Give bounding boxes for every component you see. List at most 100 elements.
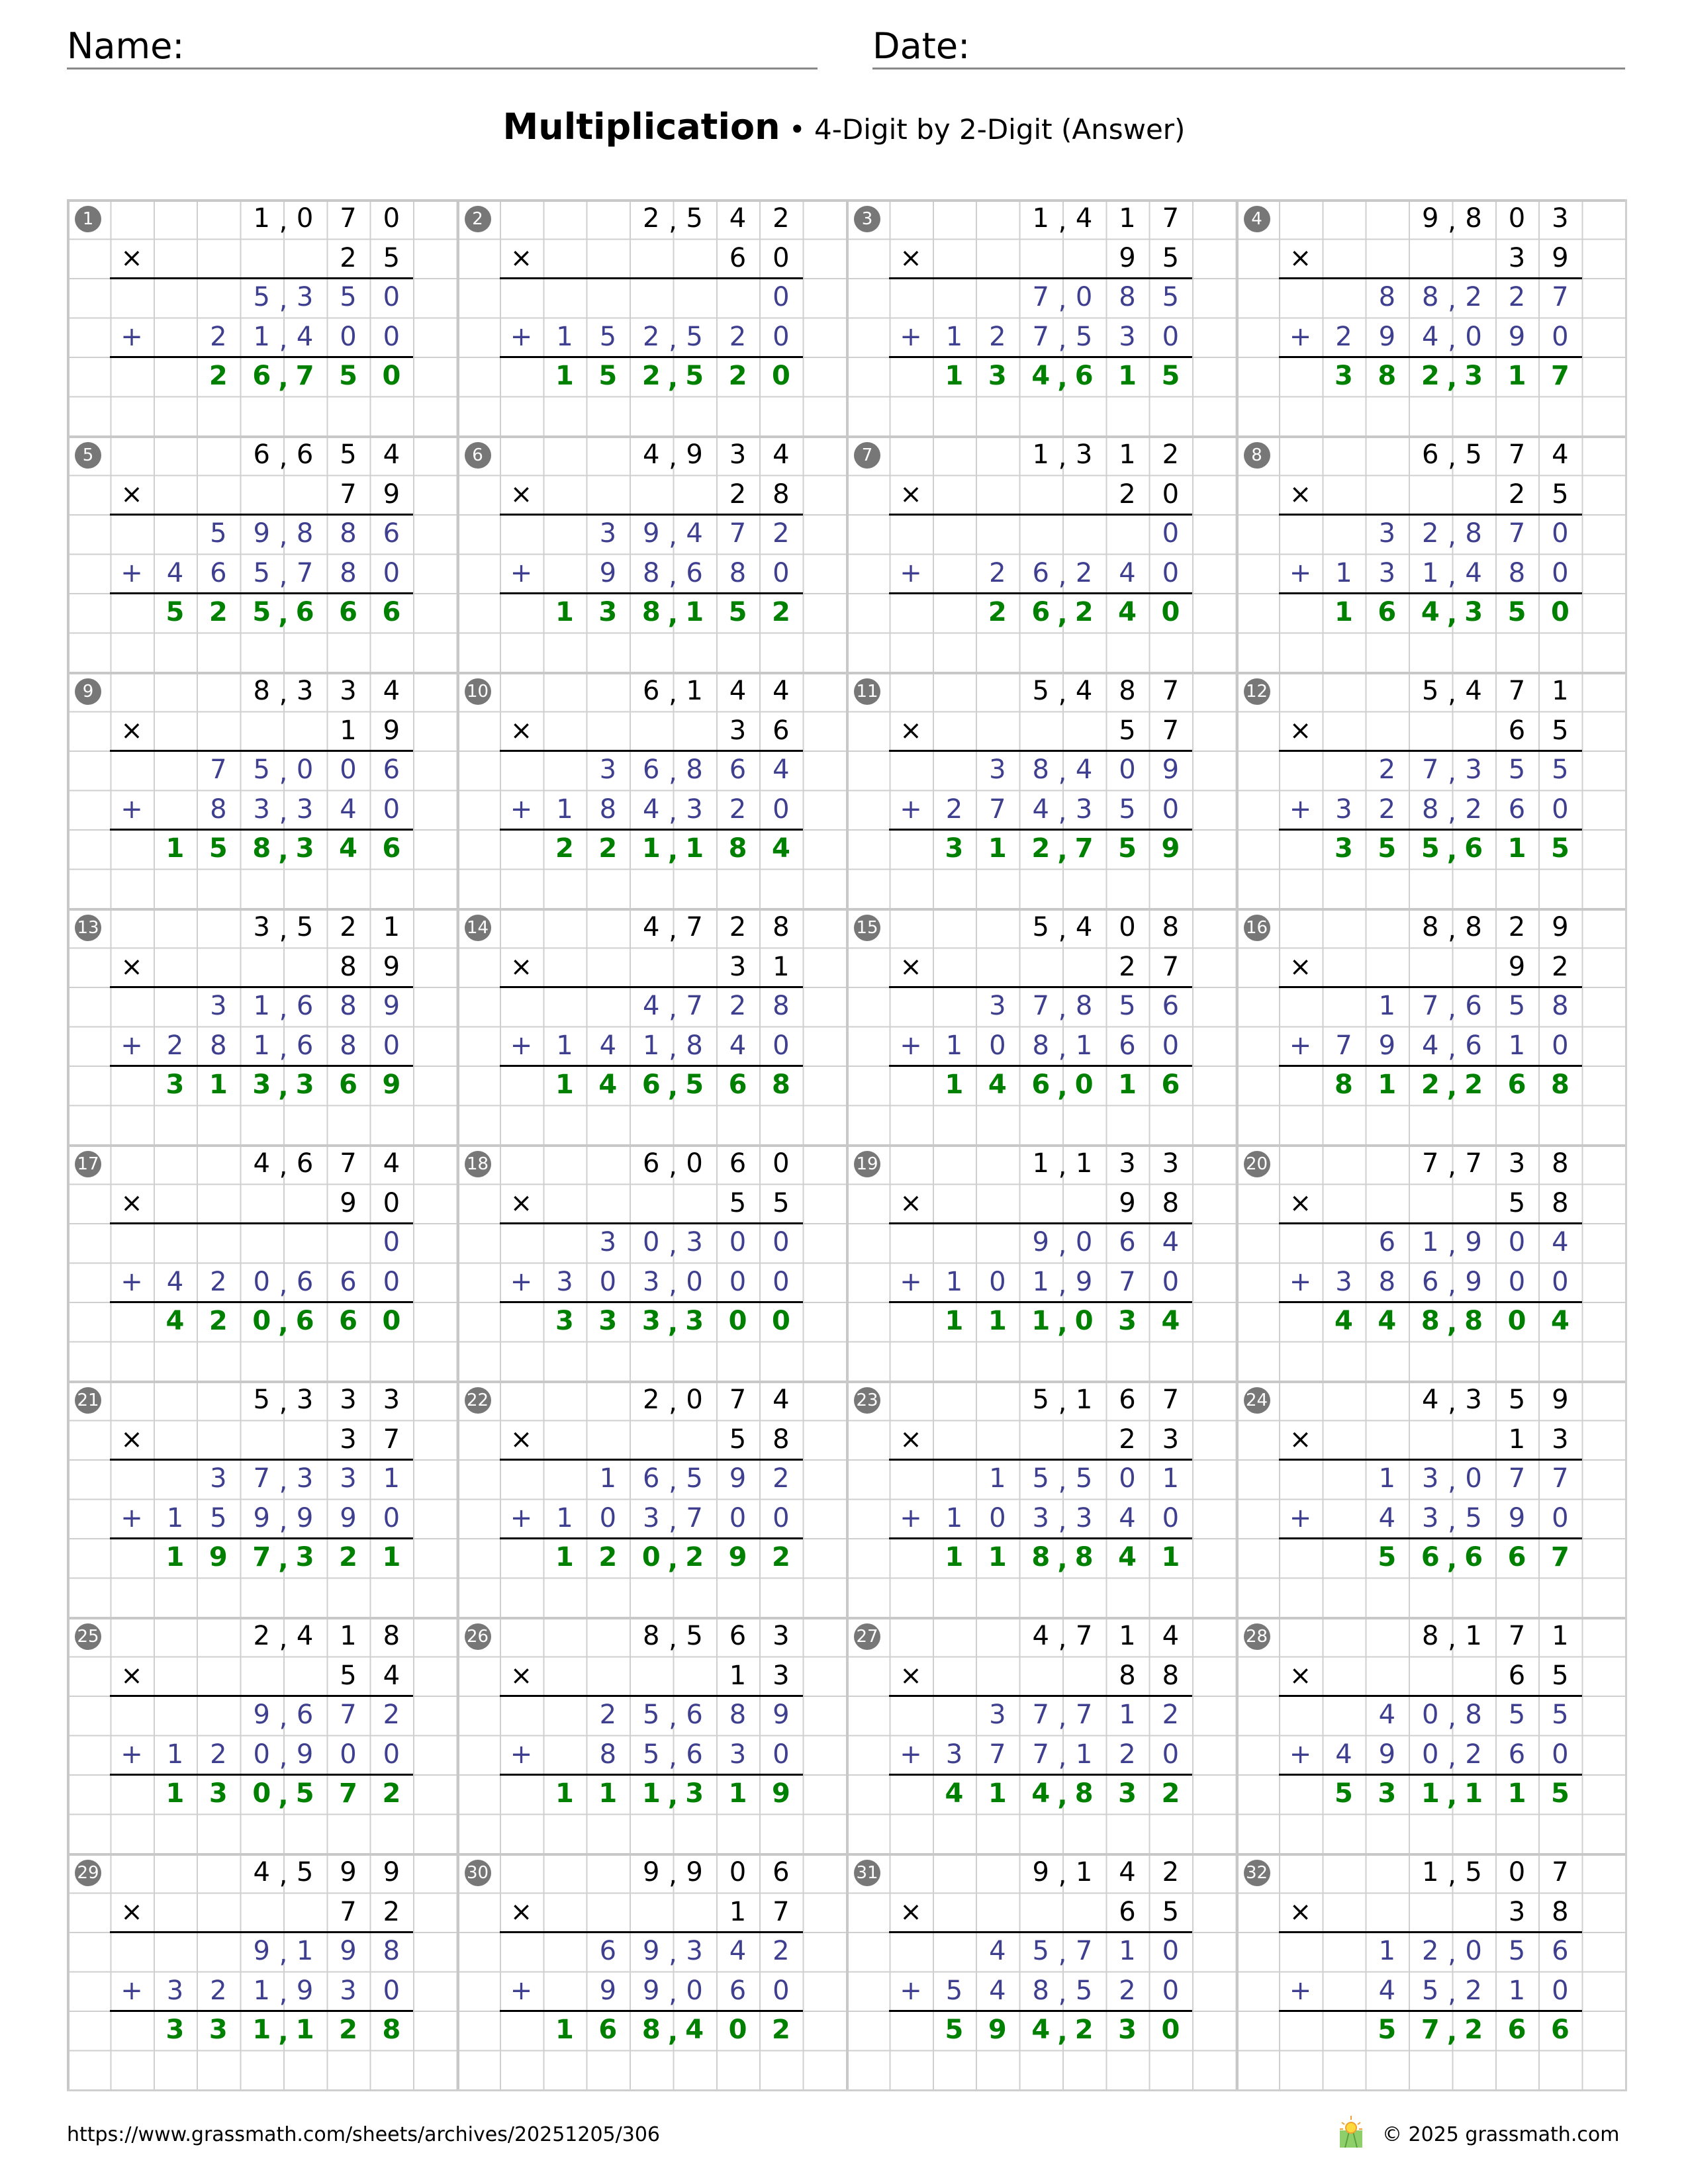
answer-comma: , — [1446, 2017, 1458, 2048]
answer-digit: 8 — [1464, 1306, 1483, 1336]
partial-product-2-digit: 2 — [1378, 794, 1396, 825]
answer-digit: 8 — [771, 1069, 790, 1100]
partial-product-2-digit: 9 — [1508, 1502, 1526, 1533]
sum-rule — [889, 1301, 1193, 1303]
partial-product-1-digit: 6 — [1162, 991, 1180, 1021]
plus-sign: + — [120, 321, 143, 352]
plus-sign: + — [1289, 1266, 1312, 1297]
times-sign: × — [900, 1896, 922, 1927]
plus-sign: + — [900, 557, 922, 588]
answer-digit: 4 — [1118, 1542, 1137, 1572]
multiplicand-digit: 5 — [1032, 1385, 1049, 1415]
partial-product-1-digit: 8 — [686, 754, 703, 785]
answer-digit: 1 — [555, 2015, 574, 2045]
partial-product-2-comma: , — [669, 1032, 677, 1064]
answer-digit: 6 — [382, 597, 401, 627]
answer-comma: , — [278, 1781, 289, 1811]
partial-product-2-digit: 0 — [1552, 1502, 1569, 1533]
answer-digit: 9 — [728, 1542, 747, 1572]
multiplicand-digit: 9 — [686, 1857, 703, 1888]
multiplicand-digit: 1 — [1119, 439, 1136, 470]
multiplier-digit: 2 — [1508, 478, 1526, 510]
multiplicand-digit: 4 — [1119, 1857, 1136, 1888]
answer-digit: 1 — [728, 1778, 747, 1809]
partial-product-1-digit: 8 — [1552, 991, 1569, 1021]
answer-digit: 8 — [641, 597, 661, 627]
answer-digit: 1 — [1421, 1778, 1440, 1809]
footer-url[interactable]: https://www.grassmath.com/sheets/archive… — [67, 2123, 661, 2146]
multiplicand-digit: 2 — [1162, 1857, 1180, 1888]
partial-product-1-digit: 1 — [383, 1463, 400, 1494]
multiplicand-digit: 8 — [1162, 912, 1180, 942]
multiplier-digit: 5 — [1162, 1896, 1180, 1927]
problem-block — [67, 1381, 457, 1617]
times-sign: × — [1289, 1187, 1312, 1218]
partial-product-2-digit: 7 — [989, 1739, 1006, 1770]
multiplicand-digit: 5 — [296, 912, 314, 942]
partial-product-2-digit: 4 — [1378, 1975, 1396, 2006]
partial-product-2-digit: 0 — [773, 1502, 790, 1533]
partial-product-2-digit: 0 — [1162, 1266, 1180, 1297]
partial-product-1-digit: 4 — [773, 754, 790, 785]
partial-product-2-digit: 4 — [1119, 1502, 1136, 1533]
name-line[interactable] — [67, 68, 818, 69]
answer-digit: 0 — [1507, 1306, 1526, 1336]
plus-sign: + — [510, 1975, 533, 2006]
answer-digit: 0 — [1161, 597, 1180, 627]
answer-digit: 0 — [1074, 1069, 1094, 1100]
multiplicand-digit: 9 — [1552, 1385, 1569, 1415]
problem-block — [456, 908, 846, 1144]
multiplicand-digit: 7 — [729, 1385, 747, 1415]
partial-product-2-digit: 1 — [1075, 1030, 1093, 1061]
multiply-rule — [110, 1459, 414, 1461]
answer-digit: 3 — [685, 1306, 704, 1336]
answer-comma: , — [1057, 600, 1068, 630]
answer-digit: 1 — [165, 1542, 185, 1572]
answer-digit: 4 — [339, 833, 357, 864]
answer-digit: 6 — [295, 597, 314, 627]
date-line[interactable] — [872, 68, 1625, 69]
partial-product-2-digit: 0 — [599, 1266, 617, 1297]
answer-digit: 2 — [1421, 361, 1440, 391]
partial-product-2-digit: 3 — [686, 794, 703, 825]
problem-block — [1235, 908, 1625, 1144]
multiplicand-comma: , — [1448, 678, 1456, 709]
answer-comma: , — [1057, 1781, 1068, 1811]
partial-product-2-digit: 8 — [1032, 1975, 1049, 2006]
sum-rule — [499, 1774, 803, 1776]
partial-product-2-comma: , — [1448, 1505, 1456, 1536]
partial-product-2-digit: 3 — [1378, 557, 1396, 588]
multiplier-digit: 6 — [1508, 715, 1526, 746]
answer-digit: 9 — [382, 1069, 401, 1100]
answer-digit: 7 — [1550, 1542, 1570, 1572]
answer-digit: 5 — [1335, 1778, 1353, 1809]
multiplicand-comma: , — [1058, 678, 1067, 709]
multiplier-digit: 0 — [383, 1187, 400, 1218]
partial-product-1-digit: 3 — [989, 991, 1006, 1021]
multiplicand-digit: 3 — [296, 1385, 314, 1415]
answer-comma: , — [667, 363, 679, 394]
answer-digit: 3 — [1378, 1778, 1397, 1809]
answer-digit: 0 — [728, 1306, 747, 1336]
partial-product-2-digit: 3 — [296, 794, 314, 825]
partial-product-1-digit: 1 — [1378, 1463, 1396, 1494]
answer-digit: 3 — [1118, 1306, 1137, 1336]
multiplicand-digit: 8 — [1422, 912, 1439, 942]
problem-number-badge: 8 — [1243, 442, 1270, 469]
sum-rule — [889, 2010, 1193, 2012]
partial-product-1-digit: 9 — [643, 1936, 660, 1966]
partial-product-2-digit: 4 — [166, 557, 184, 588]
answer-digit: 5 — [1550, 833, 1570, 864]
multiplicand-digit: 4 — [253, 1148, 270, 1179]
partial-product-2-digit: 0 — [1552, 794, 1569, 825]
partial-product-2-digit: 0 — [686, 1266, 703, 1297]
partial-product-1-digit: 8 — [773, 991, 790, 1021]
multiplier-digit: 3 — [1552, 1424, 1569, 1455]
partial-product-2-digit: 8 — [1508, 557, 1526, 588]
plus-sign: + — [120, 557, 143, 588]
problem-block — [1235, 1381, 1625, 1617]
partial-product-1-comma: , — [669, 1466, 677, 1496]
multiplicand-comma: , — [1058, 1623, 1067, 1654]
plus-sign: + — [1289, 1502, 1312, 1533]
answer-digit: 4 — [165, 1306, 185, 1336]
